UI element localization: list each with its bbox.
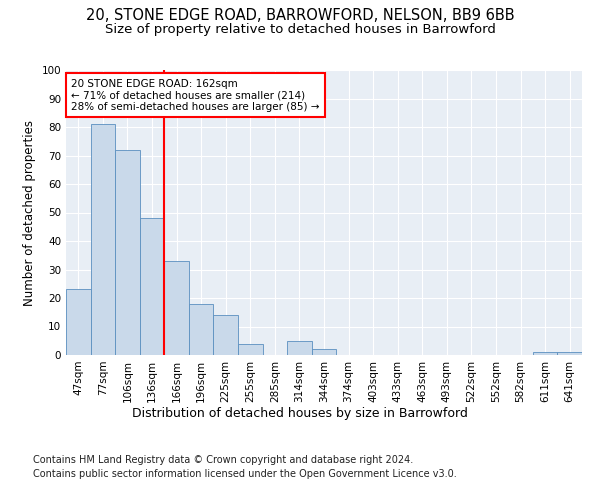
Y-axis label: Number of detached properties: Number of detached properties [23,120,36,306]
Bar [238,344,263,355]
Bar [164,261,189,355]
Text: Contains HM Land Registry data © Crown copyright and database right 2024.: Contains HM Land Registry data © Crown c… [33,455,413,465]
Bar [287,341,312,355]
Text: Size of property relative to detached houses in Barrowford: Size of property relative to detached ho… [104,22,496,36]
Text: Distribution of detached houses by size in Barrowford: Distribution of detached houses by size … [132,408,468,420]
Bar [140,218,164,355]
Bar [214,315,238,355]
Text: 20 STONE EDGE ROAD: 162sqm
← 71% of detached houses are smaller (214)
28% of sem: 20 STONE EDGE ROAD: 162sqm ← 71% of deta… [71,78,320,112]
Bar [91,124,115,355]
Bar [312,350,336,355]
Bar [557,352,582,355]
Text: 20, STONE EDGE ROAD, BARROWFORD, NELSON, BB9 6BB: 20, STONE EDGE ROAD, BARROWFORD, NELSON,… [86,8,514,22]
Bar [189,304,214,355]
Bar [66,290,91,355]
Bar [533,352,557,355]
Bar [115,150,140,355]
Text: Contains public sector information licensed under the Open Government Licence v3: Contains public sector information licen… [33,469,457,479]
